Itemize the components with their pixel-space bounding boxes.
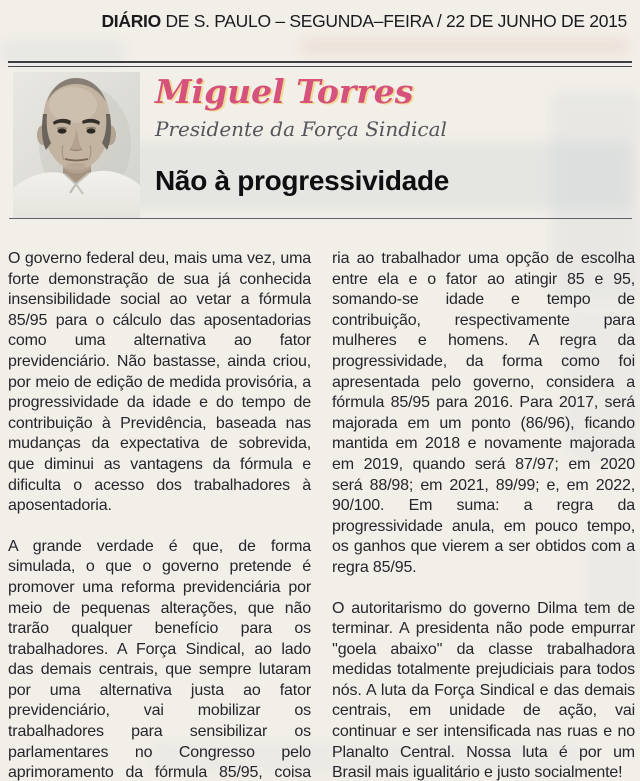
article-paragraph: A grande verdade é que, de forma simulad… [8, 537, 311, 781]
article-column-right: ria ao trabalhador uma opção de escolha … [332, 249, 635, 781]
author-name: Miguel Torres [155, 72, 414, 111]
article-paragraph: O autoritarismo do governo Dilma tem de … [332, 599, 635, 781]
masthead: DIÁRIO DE S. PAULO – SEGUNDA–FEIRA / 22 … [101, 11, 627, 32]
author-photo [13, 72, 140, 219]
article-headline: Não à progressividade [155, 165, 450, 196]
masthead-divider [8, 61, 632, 67]
masthead-edition-date: DE S. PAULO – SEGUNDA–FEIRA / 22 DE JUNH… [160, 11, 627, 31]
article-body: O governo federal deu, mais uma vez, uma… [8, 249, 635, 781]
header-divider [9, 218, 632, 219]
print-ghosting [300, 38, 630, 54]
portrait-illustration [13, 72, 140, 219]
article-column-left: O governo federal deu, mais uma vez, uma… [8, 249, 311, 781]
author-role: Presidente da Força Sindical [155, 117, 447, 141]
article-paragraph: O governo federal deu, mais uma vez, uma… [8, 250, 311, 515]
author-block: Miguel Torres Presidente da Força Sindic… [155, 74, 625, 197]
masthead-brand: DIÁRIO [101, 11, 161, 31]
article-paragraph: ria ao trabalhador uma opção de escolha … [332, 250, 635, 576]
